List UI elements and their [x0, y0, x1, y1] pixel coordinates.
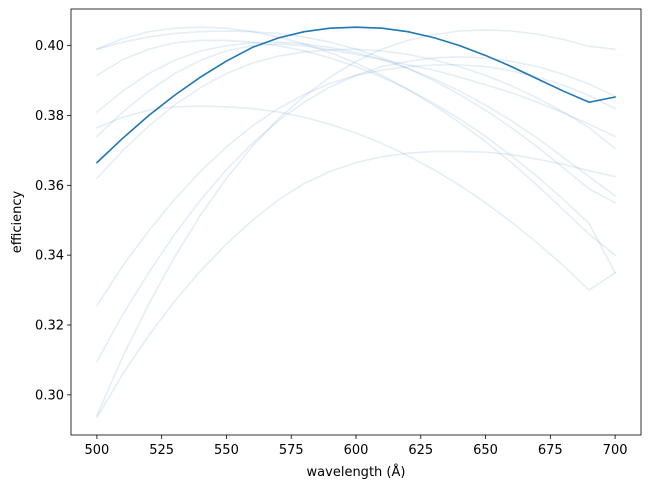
x-tick-label: 550: [214, 443, 239, 458]
x-tick-label: 575: [279, 443, 304, 458]
y-tick-label: 0.30: [35, 388, 64, 403]
y-tick-label: 0.38: [35, 109, 64, 124]
background-series-line-1: [96, 30, 616, 204]
y-axis-label: efficiency: [10, 190, 25, 253]
background-series-line-11: [96, 150, 616, 419]
y-tick-label: 0.36: [35, 179, 64, 194]
x-tick-label: 700: [603, 443, 628, 458]
y-tick-label: 0.34: [35, 249, 64, 264]
series-lines: [96, 26, 616, 419]
x-tick-label: 500: [84, 443, 109, 458]
background-series-line-2: [96, 26, 616, 256]
background-series-line-3: [96, 39, 616, 274]
x-axis-label: wavelength (Å): [307, 464, 406, 480]
y-axis-ticks: 0.30 0.32 0.34 0.36 0.38 0.40: [35, 39, 71, 403]
x-axis-ticks: 500 525 550 575 600 625 650 675 700: [84, 435, 628, 458]
background-series-line-9: [96, 56, 616, 363]
x-tick-label: 650: [473, 443, 498, 458]
x-tick-label: 625: [408, 443, 433, 458]
x-tick-label: 525: [149, 443, 174, 458]
y-tick-label: 0.40: [35, 39, 64, 54]
background-series-line-5: [96, 105, 616, 291]
x-tick-label: 675: [538, 443, 563, 458]
background-series-line-7: [96, 48, 616, 180]
background-series-line-10: [96, 29, 616, 417]
background-series-line-4: [96, 41, 616, 197]
y-tick-label: 0.32: [35, 319, 64, 334]
highlight-series-line: [96, 26, 616, 164]
x-tick-label: 600: [344, 443, 369, 458]
background-series-line-6: [96, 43, 616, 138]
plot-frame: [70, 8, 642, 436]
